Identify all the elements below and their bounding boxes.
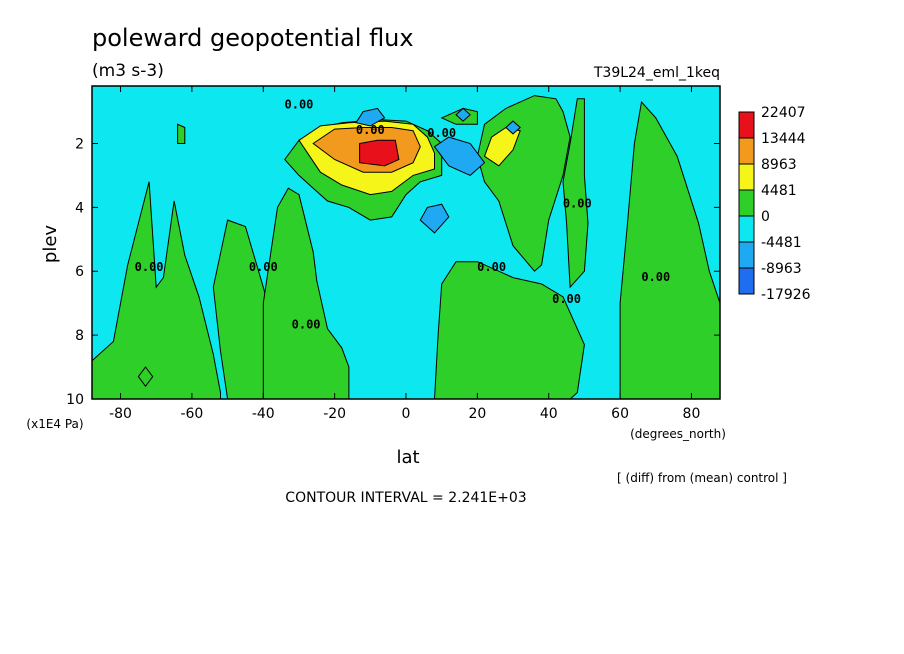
contour-region-neg2 (433, 136, 486, 176)
contour-region-pos1 (91, 181, 221, 400)
contour-label: 0.00 (292, 318, 321, 332)
axes: -80 -60 -40 -20 0 20 40 60 80 2 4 6 8 10 (66, 85, 721, 422)
contour-region-pos2 (483, 126, 521, 167)
x-tick-label: -20 (323, 406, 346, 422)
x-tick-label: 60 (611, 406, 629, 422)
contour-interval: CONTOUR INTERVAL = 2.241E+03 (285, 490, 526, 506)
x-tick-label: -80 (109, 406, 132, 422)
y-tick-label: 6 (75, 264, 84, 280)
plot-area: 0.00 0.00 0.00 0.00 0.00 0.00 0.00 0.00 0.00 0.00 (91, 86, 721, 400)
contour-region-neg2 (355, 107, 386, 127)
contour-region-neg2 (505, 120, 521, 135)
colorbar-label: 13444 (761, 131, 806, 147)
contour-label: 0.00 (477, 260, 506, 274)
chart-units: (m3 s-3) (92, 61, 164, 81)
contour-region-pos1 (562, 98, 589, 289)
contour-label: 0.00 (552, 292, 581, 306)
x-tick-label: -60 (180, 406, 203, 422)
x-axis-label: lat (396, 447, 419, 468)
contour-label: 0.00 (135, 260, 164, 274)
x-tick-label: 20 (468, 406, 486, 422)
chart-title: poleward geopotential flux (92, 24, 414, 52)
colorbar-swatch (738, 241, 755, 269)
contour-region-pos1 (433, 261, 585, 400)
colorbar-swatch (738, 215, 755, 243)
contour-region-pos1 (177, 123, 186, 144)
x-tick-label: 40 (540, 406, 558, 422)
contour-label: 0.00 (285, 97, 314, 111)
colorbar: 22407 13444 8963 4481 0 -4481 -8963 -17926 (738, 105, 811, 303)
x-tick-label: 0 (402, 406, 411, 422)
contour-label: 0.00 (563, 196, 592, 210)
x-axis-units: (degrees_north) (630, 427, 726, 441)
contour-label: 0.00 (356, 123, 385, 137)
colorbar-swatch (738, 111, 755, 139)
y-tick-label: 8 (75, 328, 84, 344)
colorbar-swatch (738, 189, 755, 217)
contour-region-pos1 (262, 187, 350, 400)
contour-region-pos4 (359, 139, 400, 167)
colorbar-swatch (738, 137, 755, 165)
colorbar-label: -4481 (761, 235, 802, 251)
y-tick-label: 4 (75, 200, 84, 216)
colorbar-label: -8963 (761, 261, 802, 277)
y-tick-label: 10 (66, 392, 84, 408)
contour-label: 0.00 (427, 126, 456, 140)
y-tick-label: 2 (75, 136, 84, 152)
contour-region-pos1 (137, 366, 154, 388)
footnote: [ (diff) from (mean) control ] (617, 471, 787, 485)
contour-region-neg2 (455, 107, 471, 122)
contour-label: 0.00 (249, 260, 278, 274)
contour-label: 0.00 (641, 270, 670, 284)
x-tick-label: 80 (683, 406, 701, 422)
experiment-label: T39L24_eml_1keq (593, 65, 720, 81)
colorbar-swatch (738, 163, 755, 191)
colorbar-label: 4481 (761, 183, 797, 199)
y-axis-units: (x1E4 Pa) (26, 417, 83, 431)
colorbar-label: 8963 (761, 157, 797, 173)
y-axis-label: plev (40, 225, 61, 264)
colorbar-label: 22407 (761, 105, 806, 121)
colorbar-label: -17926 (761, 287, 811, 303)
contour-region-neg2 (419, 203, 450, 234)
x-tick-label: -40 (252, 406, 275, 422)
colorbar-swatch (738, 267, 755, 295)
colorbar-label: 0 (761, 209, 770, 225)
